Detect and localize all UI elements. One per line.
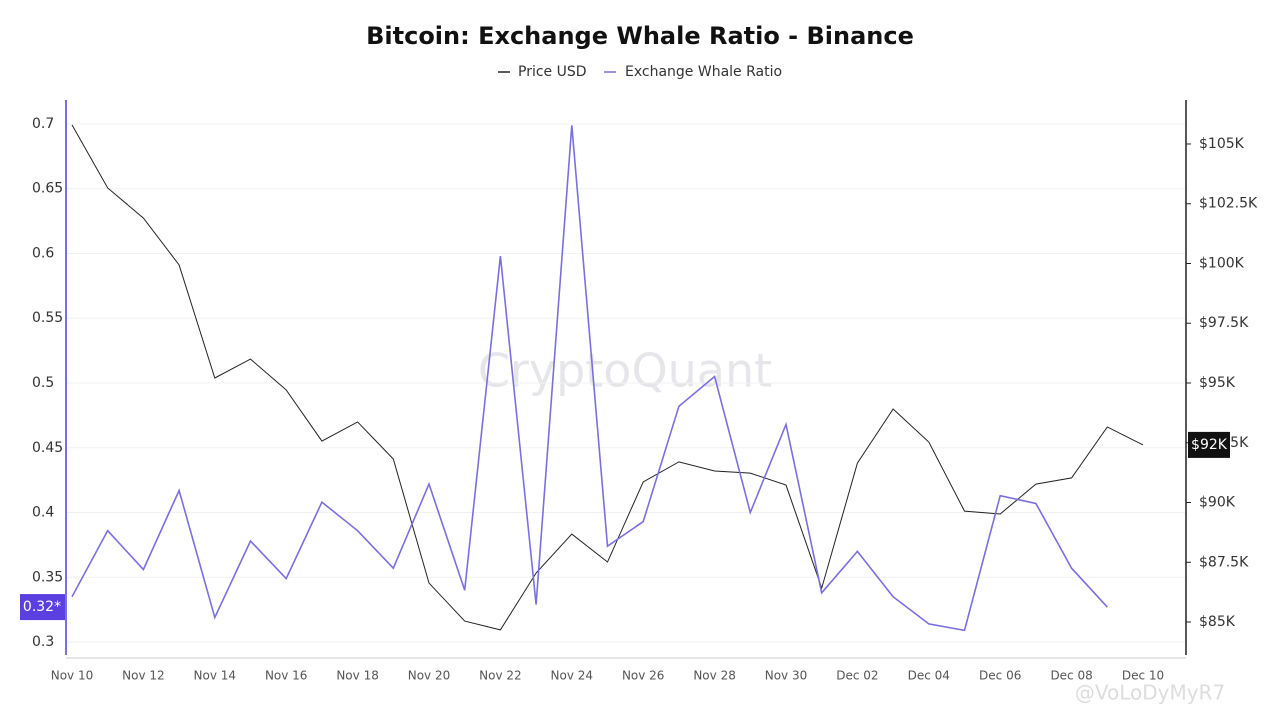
chart-title: Bitcoin: Exchange Whale Ratio - Binance [366,22,914,50]
x-tick-label: Nov 12 [122,669,165,683]
y2-tick-label: $97.5K [1199,315,1249,331]
y2-tick-label: $90K [1199,495,1236,511]
y2-tick-label: $87.5K [1199,554,1249,570]
y-tick-label: 0.45 [32,440,63,456]
y2-tick-label: $100K [1199,255,1245,271]
x-tick-label: Nov 14 [194,669,237,683]
x-tick-label: Nov 28 [693,669,736,683]
y2-tick-label: $85K [1199,614,1236,630]
x-tick-label: Nov 20 [408,669,451,683]
y2-tick-label: $105K [1199,136,1245,152]
x-tick-label: Nov 24 [551,669,594,683]
x-tick-label: Nov 10 [51,669,94,683]
y-tick-label: 0.65 [32,181,63,197]
legend-label: Price USD [518,64,587,80]
x-tick-label: Nov 30 [765,669,808,683]
y-tick-label: 0.5 [32,375,54,391]
legend-label: Exchange Whale Ratio [625,64,782,80]
y2-tick-label: $102.5K [1199,196,1258,212]
series-line [71,124,1144,631]
credit: @VoLoDyMyR7 [1075,681,1225,705]
y-tick-label: 0.4 [32,505,54,521]
x-tick-label: Nov 26 [622,669,665,683]
current-label: $92K [1191,437,1228,453]
y-tick-label: 0.35 [32,569,63,585]
x-tick-label: Dec 08 [1050,669,1092,683]
y-tick-label: 0.3 [32,634,54,650]
x-tick-label: Nov 16 [265,669,308,683]
y-tick-label: 0.7 [32,116,54,132]
x-tick-label: Dec 04 [908,669,950,683]
series-line [71,125,1108,632]
x-tick-label: Nov 22 [479,669,522,683]
x-tick-label: Dec 10 [1122,669,1164,683]
current-label: 0.32* [23,599,61,615]
current-badge [20,594,65,621]
x-tick-label: Nov 18 [336,669,379,683]
y2-tick-label: $95K [1199,375,1236,391]
x-tick-label: Dec 06 [979,669,1021,683]
watermark: CryptoQuant [478,344,772,398]
x-tick-label: Dec 02 [836,669,878,683]
current-badge [1188,431,1230,458]
y-tick-label: 0.6 [32,245,54,261]
y-tick-label: 0.55 [32,310,63,326]
